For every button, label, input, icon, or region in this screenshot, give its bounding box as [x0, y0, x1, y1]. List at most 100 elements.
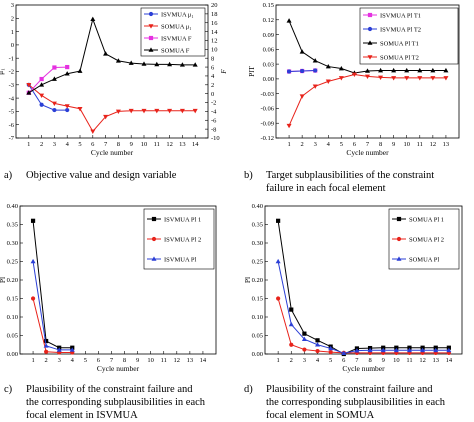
x-tick-label: 11 — [154, 141, 160, 148]
data-point — [64, 104, 70, 109]
x-tick-label: 3 — [53, 141, 56, 148]
legend-label: ISVMUA Pl — [164, 256, 197, 263]
data-point — [167, 108, 173, 114]
data-point — [338, 76, 344, 81]
data-point — [65, 107, 70, 113]
y2-tick-label: 20 — [211, 2, 218, 9]
y-tick-label: 0.35 — [252, 222, 263, 229]
data-point — [404, 67, 410, 73]
y2-tick-label: 6 — [211, 64, 215, 71]
y-tick-label: 0.05 — [7, 333, 18, 340]
y2-tick-label: 10 — [211, 47, 218, 54]
x-tick-label: 2 — [301, 141, 304, 148]
x-tick-label: 12 — [430, 141, 437, 148]
x-tick-label: 8 — [117, 141, 120, 148]
y-tick-label: 3 — [11, 2, 14, 9]
data-point — [299, 94, 305, 99]
y2-tick-label: 14 — [211, 29, 218, 36]
y2-tick-label: -10 — [211, 135, 220, 142]
data-point — [286, 69, 292, 74]
data-point — [128, 108, 134, 114]
data-point — [128, 60, 134, 65]
y2-tick-label: -8 — [211, 126, 216, 133]
legend-marker — [396, 256, 402, 261]
y-tick-label: 0.10 — [252, 314, 263, 321]
data-point — [69, 347, 75, 352]
caption-c-tag: c) — [4, 384, 13, 395]
data-point — [141, 61, 147, 66]
series-line — [28, 84, 68, 111]
caption-a: a) Objective value and design variable — [4, 169, 234, 208]
data-point — [315, 348, 320, 354]
y-tick-label: 0.10 — [7, 314, 18, 321]
y2-tick-label: 16 — [211, 20, 218, 27]
x-tick-label: 12 — [174, 357, 181, 364]
x-axis-label: Cycle number — [346, 148, 389, 157]
data-point — [325, 63, 331, 69]
data-point — [446, 347, 452, 353]
caption-d-text: Plausibility of the constraint failure a… — [266, 384, 446, 421]
x-tick-label: 1 — [287, 141, 290, 148]
data-point — [103, 114, 109, 120]
data-point — [64, 71, 70, 76]
data-point — [300, 68, 305, 74]
data-point — [315, 342, 321, 347]
x-tick-label: 2 — [45, 357, 48, 364]
data-point — [51, 101, 57, 107]
x-tick-label: 14 — [446, 357, 453, 364]
data-point — [302, 347, 307, 352]
data-point — [325, 79, 331, 84]
legend-label: SOMUA Pl 1 — [409, 216, 444, 223]
series-line — [28, 17, 196, 94]
legend-marker — [367, 12, 373, 18]
data-point — [90, 129, 96, 134]
x-tick-label: 10 — [147, 357, 154, 364]
data-point — [312, 58, 318, 63]
series-line — [277, 298, 449, 354]
x-axis-label: Cycle number — [342, 364, 385, 373]
x-tick-label: 3 — [303, 357, 306, 364]
y2-tick-label: -2 — [211, 100, 216, 107]
y-tick-label: 0.35 — [7, 222, 18, 229]
caption-d-tag: d) — [244, 384, 253, 395]
legend-label: SOMUA μ₁ — [161, 23, 192, 30]
y-tick-label: -1 — [9, 55, 14, 62]
x-tick-label: 9 — [136, 357, 139, 364]
y-tick-label: -0.03 — [260, 91, 274, 98]
x-tick-label: 2 — [290, 357, 293, 364]
x-tick-label: 3 — [314, 141, 317, 148]
x-tick-label: 4 — [71, 357, 75, 364]
data-point — [289, 307, 294, 312]
data-point — [167, 61, 173, 67]
caption-a-tag: a) — [4, 170, 13, 181]
data-point — [26, 90, 32, 95]
data-point — [39, 93, 45, 99]
legend-marker — [151, 216, 157, 222]
y-tick-label: 0.25 — [7, 259, 18, 266]
legend-label: SOMUA Pl 2 — [409, 236, 444, 243]
data-point — [192, 62, 198, 67]
y2-tick-label: 0 — [211, 91, 214, 98]
data-point — [90, 16, 96, 21]
x-tick-label: 8 — [123, 357, 126, 364]
series-line — [28, 84, 196, 133]
y2-tick-label: -4 — [211, 109, 217, 116]
y2-tick-label: 18 — [211, 11, 218, 18]
data-point — [365, 68, 370, 73]
caption-c: c) Plausibility of the constraint failur… — [4, 383, 238, 422]
x-tick-label: 9 — [382, 357, 385, 364]
data-point — [286, 123, 292, 129]
x-tick-label: 5 — [84, 357, 87, 364]
data-point — [367, 347, 373, 353]
legend-marker — [148, 47, 154, 52]
data-point — [154, 108, 160, 114]
series-line — [28, 66, 68, 94]
y-axis-label: μ₁ — [0, 68, 5, 75]
x-tick-label: 6 — [97, 357, 101, 364]
caption-b: b) Target subplausibilities of the const… — [244, 169, 474, 208]
y-tick-label: 0 — [11, 42, 14, 49]
x-tick-label: 10 — [393, 357, 400, 364]
data-point — [391, 76, 397, 81]
data-point — [43, 343, 49, 348]
data-point — [39, 102, 44, 107]
